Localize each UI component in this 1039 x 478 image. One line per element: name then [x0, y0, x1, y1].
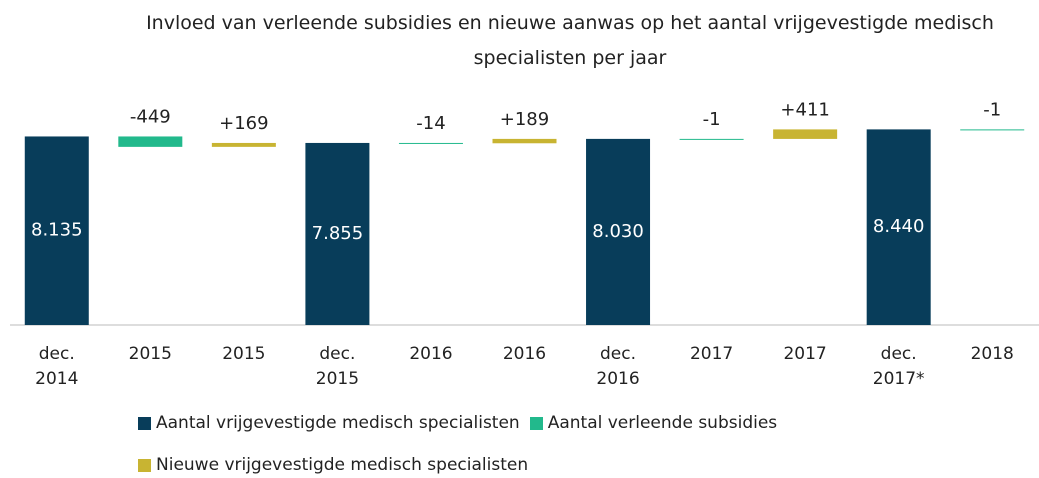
value-label: 7.855	[312, 223, 364, 244]
x-tick-label: 2015	[128, 344, 172, 364]
legend-item: Aantal vrijgevestigde medisch specialist…	[138, 410, 520, 436]
bar	[586, 138, 651, 325]
value-label: -449	[130, 106, 171, 127]
x-tick-label: dec. 2015	[315, 344, 360, 389]
value-label: -14	[416, 113, 445, 134]
bar	[211, 142, 276, 147]
value-label: +169	[219, 113, 268, 134]
legend-label: Aantal verleende subsidies	[547, 413, 778, 433]
bar	[398, 142, 463, 144]
legend-label: Nieuwe vrijgevestigde medisch specialist…	[156, 455, 529, 475]
legend-item: Aantal verleende subsidies	[529, 410, 778, 436]
value-label: 8.135	[31, 220, 83, 241]
bar	[24, 136, 89, 325]
x-tick-label: 2015	[222, 344, 266, 364]
x-tick-label: dec. 2017*	[872, 344, 925, 389]
bar	[492, 138, 557, 144]
x-tick-label: dec. 2014	[35, 344, 79, 389]
legend-item: Nieuwe vrijgevestigde medisch specialist…	[138, 452, 528, 478]
value-label: -1	[983, 99, 1001, 120]
value-label: +189	[500, 109, 549, 130]
x-tick-label: 2016	[502, 344, 547, 364]
value-label: 8.030	[592, 221, 644, 242]
value-label: 8.440	[873, 216, 925, 237]
bar	[960, 129, 1025, 131]
legend-swatch	[529, 416, 543, 430]
x-tick-label: 2017	[689, 344, 734, 364]
x-tick-label: 2016	[409, 344, 453, 364]
legend-label: Aantal vrijgevestigde medisch specialist…	[156, 413, 520, 433]
bar	[305, 142, 370, 325]
bar	[679, 138, 744, 140]
legend-swatch	[138, 458, 151, 472]
x-tick-label: 2017	[783, 344, 827, 364]
chart-title: Invloed van verleende subsidies en nieuw…	[146, 12, 994, 69]
x-tick-label: dec. 2016	[596, 344, 640, 389]
bar	[773, 129, 838, 139]
x-tick-label: 2018	[970, 344, 1014, 364]
plot: 8.135 -449 +169 7.855 -14 +189 8.030 -1 +411 8.44…	[10, 99, 1039, 326]
value-label: -1	[703, 109, 721, 130]
value-label: +411	[780, 99, 829, 120]
legend-swatch	[138, 416, 151, 430]
bar	[866, 129, 931, 325]
bar	[118, 136, 183, 147]
legend: Aantal vrijgevestigde medisch specialist…	[138, 410, 878, 478]
